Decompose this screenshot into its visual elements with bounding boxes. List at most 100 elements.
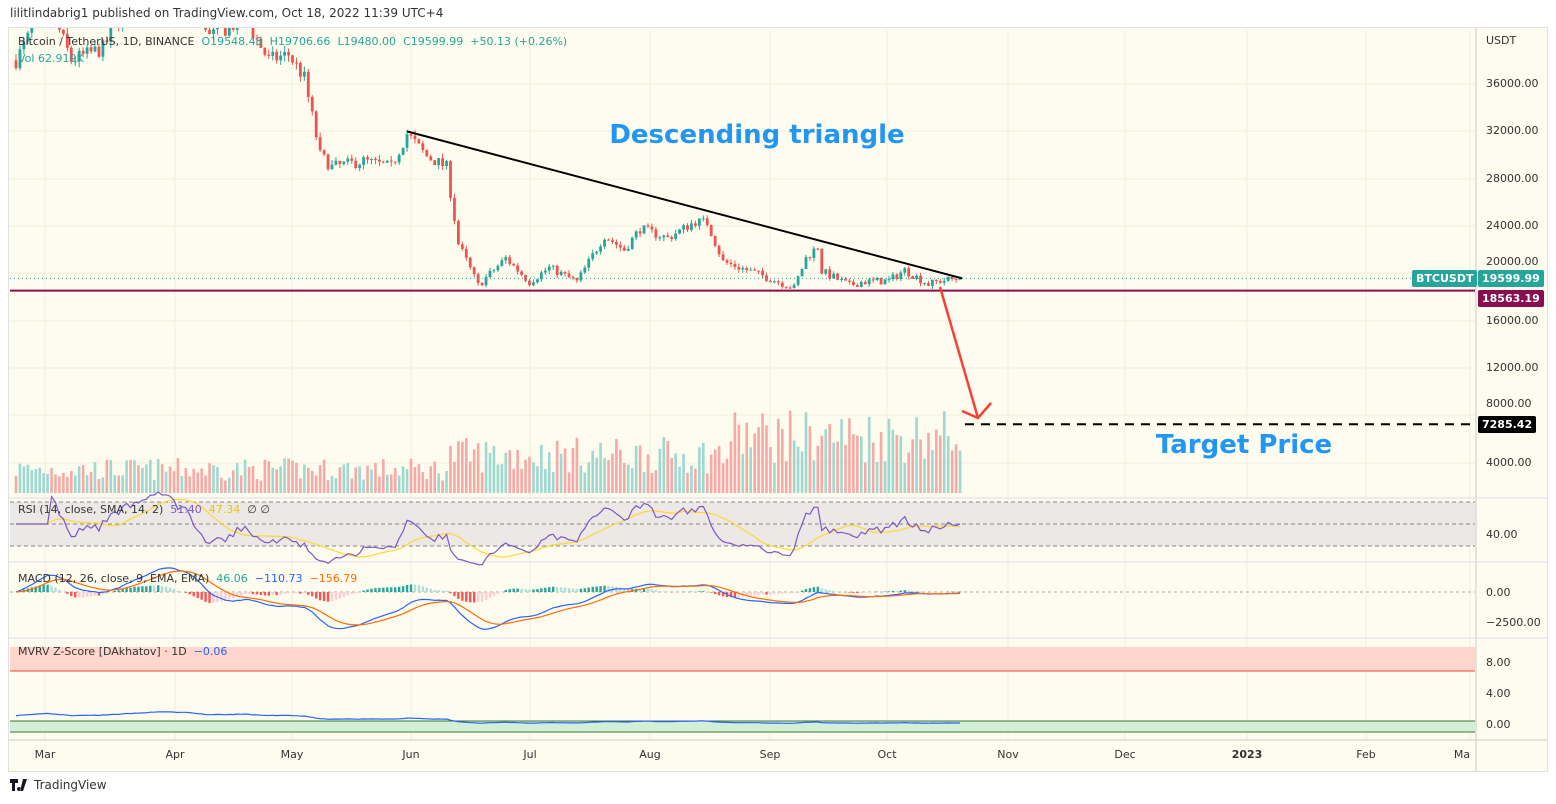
volume-bar — [461, 441, 464, 493]
volume-bar — [152, 479, 156, 493]
macd-histogram-bar — [58, 589, 61, 592]
volume-bar — [326, 480, 330, 493]
volume-bar — [141, 467, 144, 493]
volume-bar — [235, 463, 239, 493]
volume-bar — [113, 475, 117, 493]
volume-bar — [670, 458, 673, 493]
macd-histogram-bar — [346, 592, 349, 596]
volume-bar — [421, 471, 425, 493]
candle-body — [77, 50, 81, 62]
volume-bar — [386, 474, 389, 493]
volume-bar — [741, 453, 745, 493]
candle-body — [271, 51, 275, 56]
candle-body — [824, 269, 828, 274]
macd-histogram-bar — [575, 588, 579, 592]
macd-histogram-bar — [224, 592, 227, 601]
candle-body — [445, 161, 448, 166]
candle-body — [248, 14, 251, 26]
candle-body — [776, 281, 780, 283]
macd-histogram-bar — [476, 592, 480, 603]
macd-histogram-bar — [338, 592, 342, 599]
candle-body — [330, 164, 334, 170]
volume-bar — [555, 440, 559, 493]
tradingview-logo[interactable]: TradingView — [10, 778, 107, 792]
macd-histogram-bar — [512, 588, 515, 592]
macd-histogram-bar — [417, 585, 421, 592]
macd-histogram-bar — [808, 588, 812, 592]
candle-body — [378, 159, 381, 162]
candle-body — [342, 161, 346, 164]
candle-body — [81, 50, 85, 54]
candle-body — [42, 1, 45, 8]
legend-volume: Vol 62.919K — [18, 52, 84, 65]
volume-bar — [891, 429, 895, 493]
candle-body — [397, 154, 401, 163]
mvrv-overvalued-band — [10, 647, 1475, 671]
macd-histogram-bar — [157, 585, 160, 592]
rsi-legend[interactable]: RSI (14, close, SMA, 14, 2) 51.40 47.34 … — [18, 503, 270, 516]
volume-bar — [149, 459, 152, 493]
macd-histogram-bar — [591, 586, 594, 592]
candle-body — [338, 160, 342, 164]
volume-bar — [638, 445, 642, 493]
macd-histogram-bar — [749, 592, 752, 596]
candle-body — [595, 251, 599, 254]
chart-canvas[interactable] — [0, 0, 1556, 780]
candle-body — [129, 0, 132, 4]
volume-bar — [856, 435, 859, 493]
candle-body — [302, 71, 306, 77]
macd-histogram-bar — [887, 591, 891, 592]
macd-legend[interactable]: MACD (12, 26, close, 9, EMA, EMA) 46.06 … — [18, 572, 357, 585]
target-price-label: Target Price — [1155, 430, 1333, 460]
volume-bar — [417, 464, 421, 493]
time-axis-tick: Aug — [639, 748, 661, 761]
macd-histogram-bar — [370, 588, 373, 592]
volume-bar — [958, 450, 962, 493]
volume-bar — [887, 418, 891, 493]
candle-body — [370, 159, 373, 161]
candle-body — [638, 231, 642, 234]
candle-body — [366, 157, 369, 160]
macd-histogram-bar — [394, 587, 397, 592]
macd-histogram-bar — [307, 592, 310, 595]
macd-histogram-bar — [524, 589, 527, 592]
candle-body — [212, 29, 215, 34]
mvrv-axis-tick: 4.00 — [1486, 687, 1511, 700]
macd-histogram-bar — [903, 590, 906, 592]
macd-histogram-bar — [236, 592, 239, 597]
volume-bar — [630, 468, 634, 493]
candle-body — [244, 14, 247, 23]
candle-body — [310, 96, 314, 112]
volume-bar — [243, 459, 247, 493]
macd-histogram-bar — [757, 592, 760, 595]
volume-bar — [322, 459, 326, 493]
volume-bar — [492, 446, 496, 493]
candle-body — [46, 0, 49, 1]
macd-histogram-bar — [702, 591, 705, 592]
candle-body — [314, 111, 318, 138]
macd-histogram-bar — [532, 589, 535, 592]
macd-histogram-bar — [192, 592, 195, 597]
macd-histogram-bar — [733, 592, 737, 598]
volume-bar — [860, 436, 863, 493]
candle-body — [453, 197, 456, 221]
volume-bar — [875, 461, 879, 493]
macd-histogram-bar — [97, 592, 101, 596]
candle-body — [457, 220, 460, 245]
volume-bar — [607, 459, 610, 493]
volume-bar — [30, 470, 34, 493]
volume-bar — [362, 479, 365, 493]
macd-histogram-bar — [42, 585, 45, 592]
candle-body — [852, 281, 855, 286]
candle-body — [579, 272, 583, 281]
volume-bar — [717, 446, 721, 493]
macd-histogram-bar — [220, 592, 223, 602]
volume-bar — [528, 456, 531, 493]
volume-bar — [615, 438, 618, 493]
candle-body — [690, 223, 693, 230]
macd-histogram-bar — [70, 592, 73, 597]
volume-bar — [425, 478, 429, 493]
macd-histogram-bar — [907, 590, 910, 592]
macd-histogram-bar — [895, 590, 899, 592]
mvrv-legend[interactable]: MVRV Z-Score [DAkhatov] · 1D −0.06 — [18, 645, 227, 658]
